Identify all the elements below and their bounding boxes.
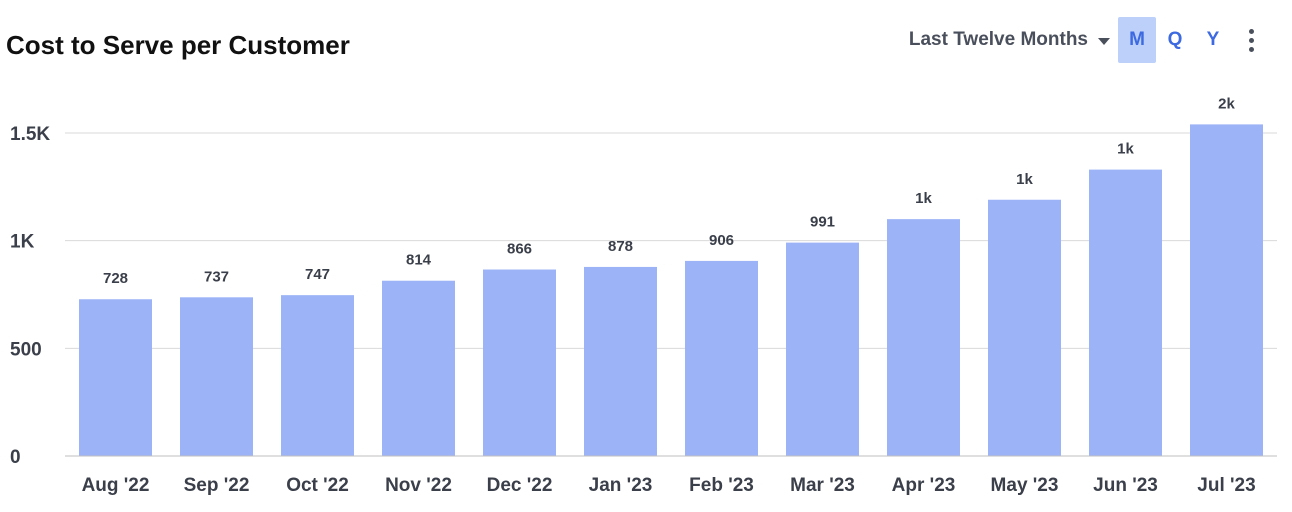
x-tick-label: Jun '23 [1093,475,1158,496]
bar [483,269,556,456]
data-label: 747 [305,266,330,283]
x-tick-label: Jan '23 [589,475,653,496]
bar [685,260,758,456]
bar [786,242,859,456]
x-tick-label: Dec '22 [487,475,553,496]
data-label: 991 [810,214,835,231]
y-tick-label: 1K [10,232,35,253]
y-tick-label: 0 [10,447,21,468]
bar [1089,169,1162,456]
x-tick-label: Apr '23 [892,475,956,496]
chart-title: Cost to Serve per Customer [6,30,350,60]
x-tick-label: May '23 [991,475,1059,496]
data-label: 1k [915,190,932,207]
more-vertical-icon[interactable] [1236,17,1266,63]
data-label: 1k [1016,171,1033,188]
bar [988,199,1061,456]
data-label: 1k [1117,141,1134,158]
data-label: 906 [709,232,734,249]
x-tick-label: Nov '22 [385,475,452,496]
x-tick-label: Mar '23 [790,475,855,496]
y-tick-label: 1.5K [10,124,50,145]
bar [281,295,354,456]
data-label: 814 [406,252,432,269]
data-label: 2k [1218,95,1235,112]
granularity-year-button[interactable]: Y [1206,29,1220,50]
bar [382,280,455,456]
x-tick-label: Oct '22 [286,475,349,496]
data-label: 737 [204,268,229,285]
bar [887,219,960,456]
x-tick-label: Feb '23 [689,475,754,496]
bar [79,299,152,456]
data-label: 878 [608,238,633,255]
x-tick-label: Sep '22 [184,475,250,496]
bar [180,297,253,456]
period-label: Last Twelve Months [908,29,1088,50]
granularity-month-button[interactable]: M [1118,17,1156,63]
caret-down-icon [1098,37,1110,45]
y-tick-label: 500 [10,339,42,360]
data-label: 866 [507,241,532,258]
data-label: 728 [103,270,128,287]
granularity-quarter-button[interactable]: Q [1167,29,1183,50]
x-tick-label: Aug '22 [82,475,150,496]
x-tick-label: Jul '23 [1197,475,1255,496]
bar [1190,124,1263,457]
chart-controls: Last Twelve Months M Q Y [909,17,1266,63]
bar [584,266,657,456]
period-dropdown[interactable]: Last Twelve Months [909,29,1110,51]
